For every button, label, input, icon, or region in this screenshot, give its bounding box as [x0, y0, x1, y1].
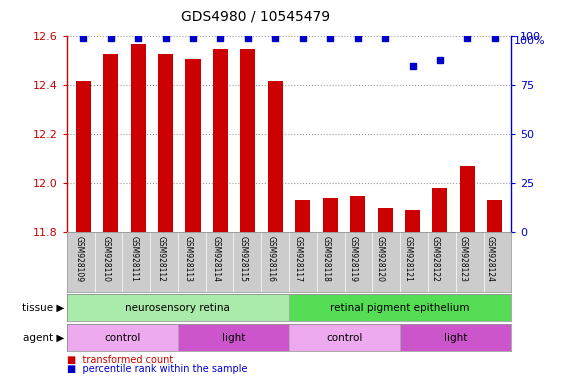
Bar: [460, 166, 475, 232]
Text: tissue ▶: tissue ▶: [21, 303, 64, 313]
Bar: [76, 81, 91, 232]
Bar: [158, 54, 173, 232]
Text: GSM928115: GSM928115: [239, 237, 248, 283]
Text: agent ▶: agent ▶: [23, 333, 64, 343]
Bar: [67, 324, 178, 351]
Text: control: control: [104, 333, 141, 343]
Text: GSM928116: GSM928116: [266, 237, 275, 283]
Text: GSM928110: GSM928110: [102, 237, 111, 283]
Text: control: control: [327, 333, 363, 343]
Text: light: light: [222, 333, 245, 343]
Bar: [178, 324, 289, 351]
Bar: [295, 200, 310, 232]
Bar: [67, 294, 289, 321]
Text: GSM928111: GSM928111: [129, 237, 138, 282]
Text: GSM928124: GSM928124: [486, 237, 495, 283]
Bar: [268, 81, 283, 232]
Bar: [131, 44, 146, 232]
Text: GSM928120: GSM928120: [376, 237, 385, 283]
Bar: [400, 324, 511, 351]
Bar: [103, 54, 119, 232]
Bar: [322, 198, 338, 232]
Text: GSM928117: GSM928117: [294, 237, 303, 283]
Text: GSM928114: GSM928114: [211, 237, 220, 283]
Bar: [487, 200, 503, 232]
Text: GDS4980 / 10545479: GDS4980 / 10545479: [181, 10, 330, 23]
Text: GSM928113: GSM928113: [184, 237, 193, 283]
Text: GSM928122: GSM928122: [431, 237, 440, 282]
Bar: [241, 49, 256, 232]
Bar: [350, 195, 365, 232]
Bar: [213, 49, 228, 232]
Text: light: light: [444, 333, 467, 343]
Bar: [405, 210, 420, 232]
Text: 100%: 100%: [514, 36, 546, 46]
Text: ■  transformed count: ■ transformed count: [67, 355, 173, 365]
Bar: [185, 58, 200, 232]
Text: GSM928121: GSM928121: [404, 237, 413, 282]
Bar: [289, 324, 400, 351]
Bar: [289, 294, 511, 321]
Text: GSM928109: GSM928109: [74, 237, 83, 283]
Bar: [378, 208, 393, 232]
Text: neurosensory retina: neurosensory retina: [125, 303, 231, 313]
Text: GSM928123: GSM928123: [458, 237, 467, 283]
Text: GSM928112: GSM928112: [157, 237, 166, 282]
Text: GSM928118: GSM928118: [321, 237, 330, 282]
Text: GSM928119: GSM928119: [349, 237, 358, 283]
Text: ■  percentile rank within the sample: ■ percentile rank within the sample: [67, 364, 248, 374]
Bar: [432, 188, 447, 232]
Text: retinal pigment epithelium: retinal pigment epithelium: [331, 303, 470, 313]
